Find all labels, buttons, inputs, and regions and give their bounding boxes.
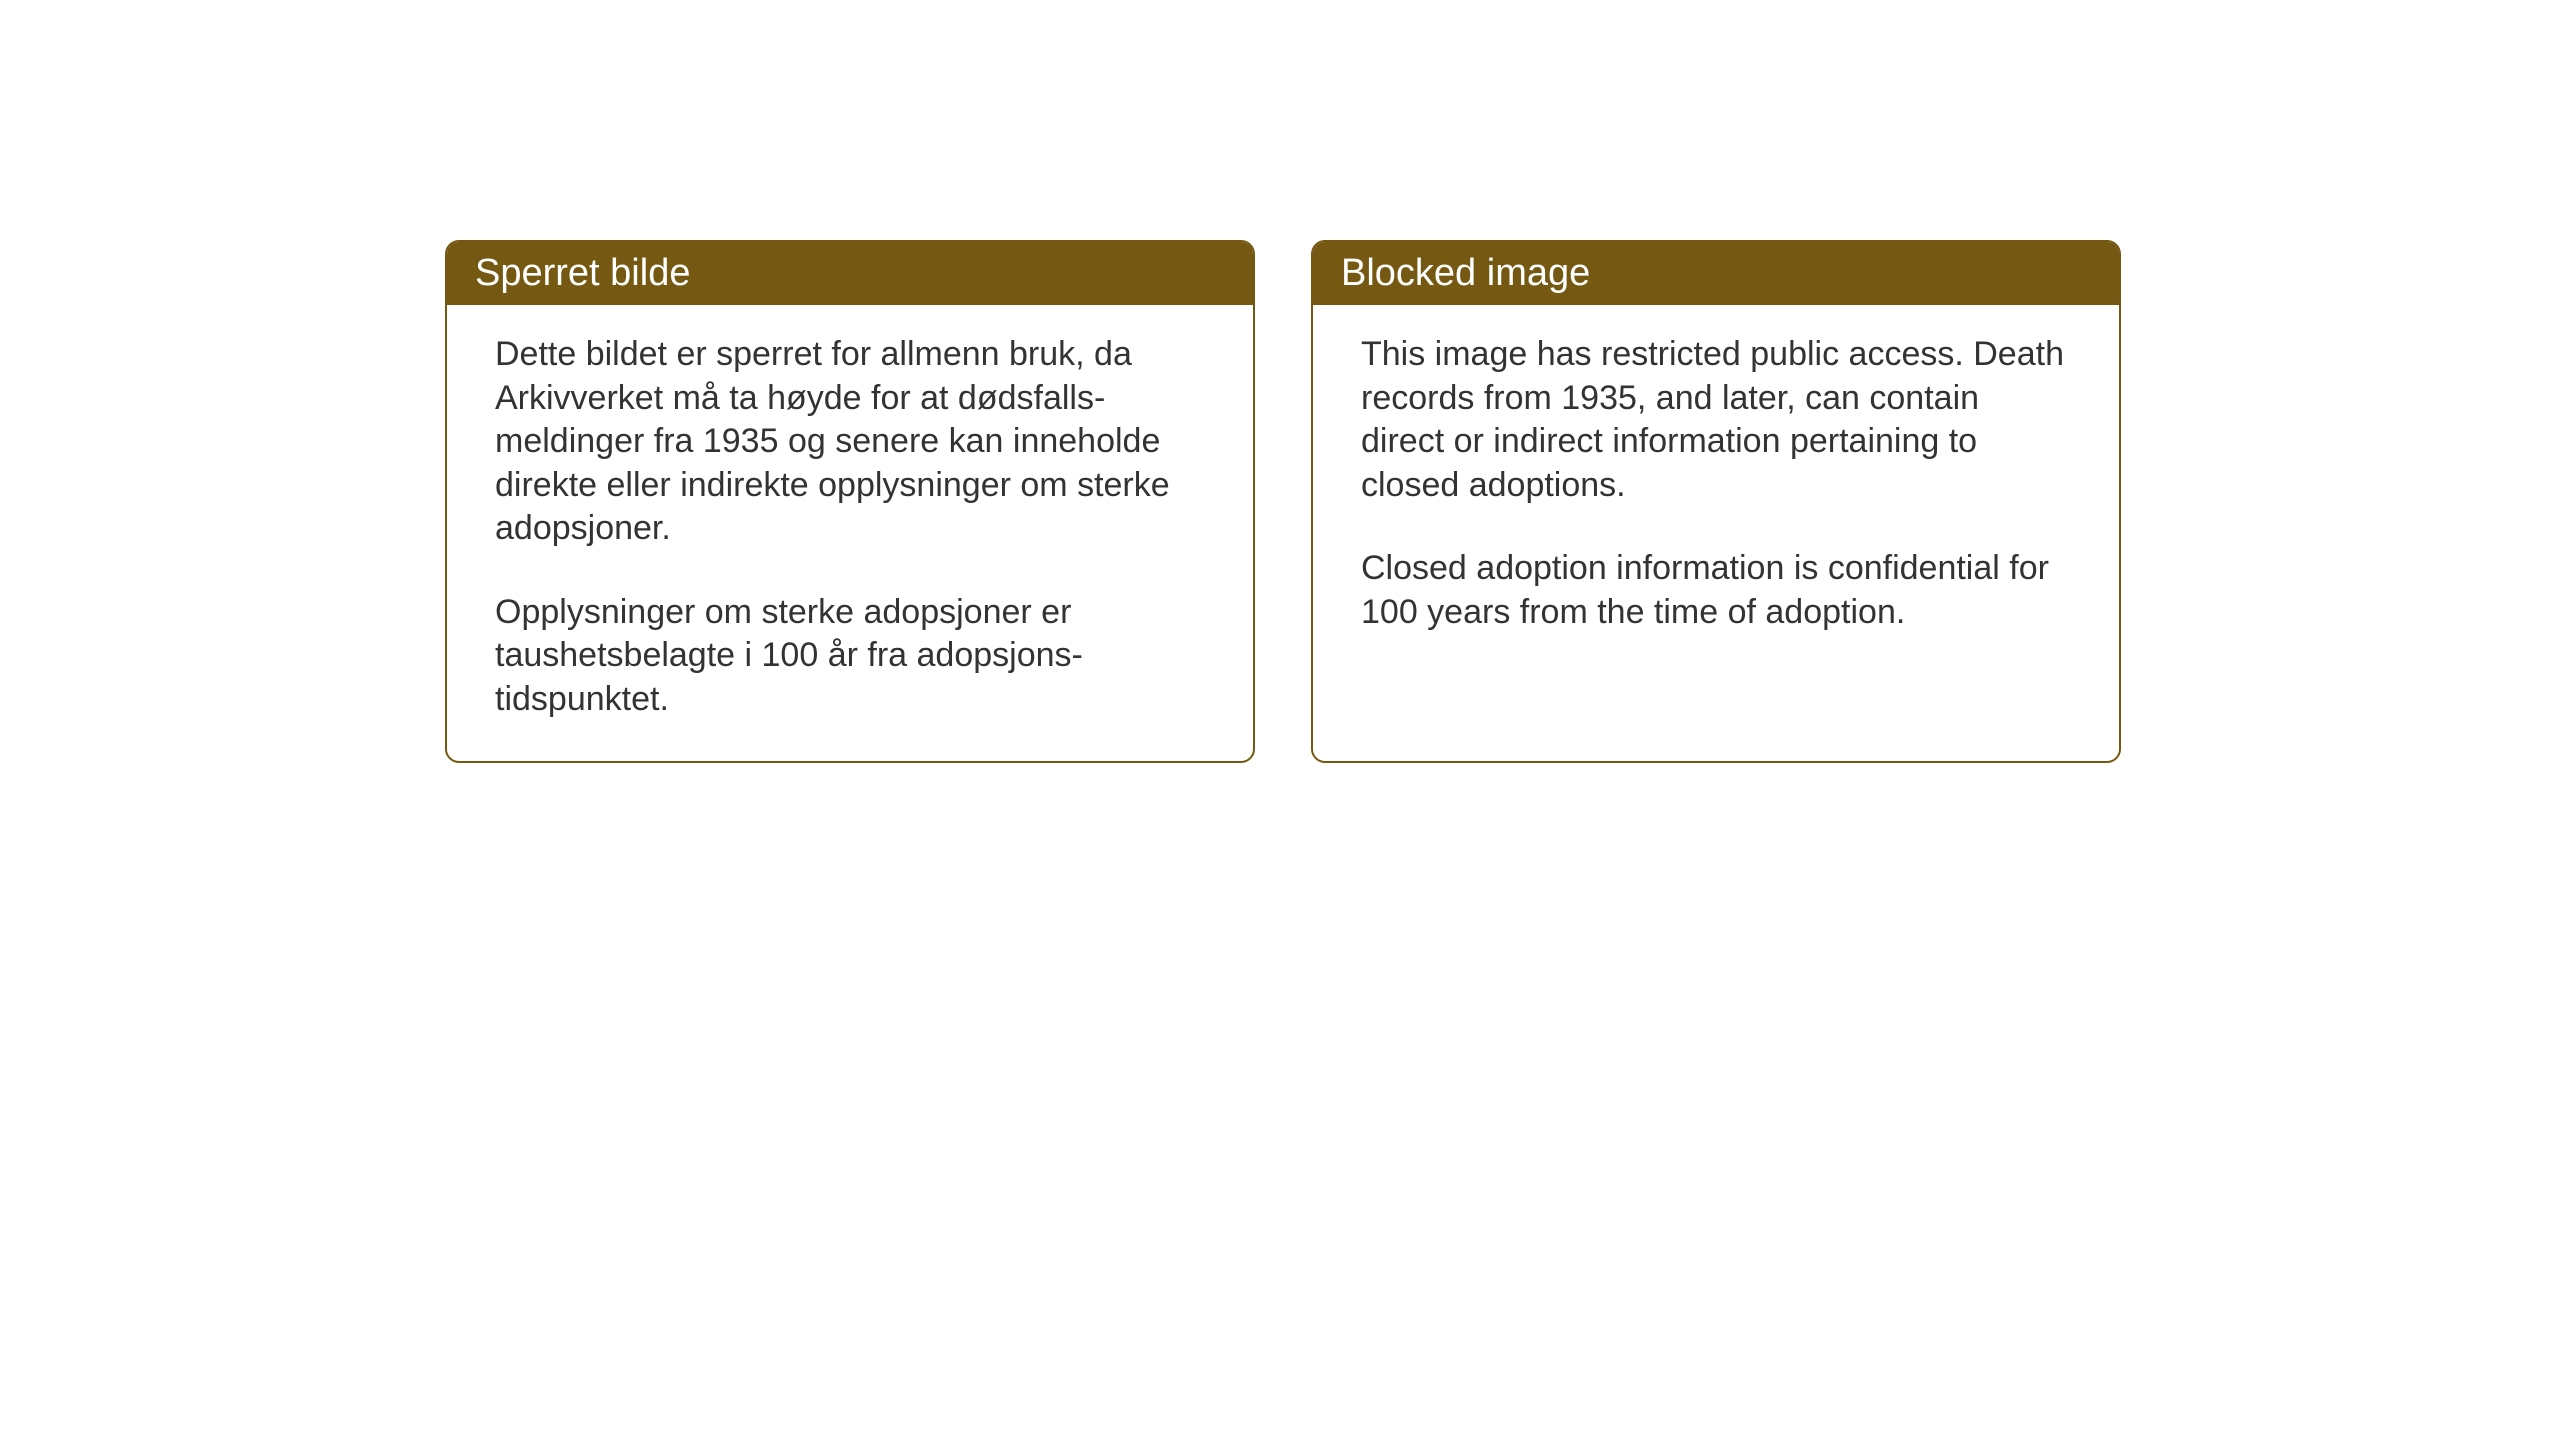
- notice-title-english: Blocked image: [1341, 252, 1590, 294]
- notice-title-norwegian: Sperret bilde: [475, 252, 690, 294]
- notice-body-english: This image has restricted public access.…: [1313, 305, 2119, 674]
- notices-container: Sperret bilde Dette bildet er sperret fo…: [445, 240, 2121, 763]
- notice-header-norwegian: Sperret bilde: [447, 242, 1253, 305]
- notice-header-english: Blocked image: [1313, 242, 2119, 305]
- notice-body-norwegian: Dette bildet er sperret for allmenn bruk…: [447, 305, 1253, 761]
- notice-paragraph-1-english: This image has restricted public access.…: [1361, 333, 2071, 507]
- notice-paragraph-2-norwegian: Opplysninger om sterke adopsjoner er tau…: [495, 591, 1205, 722]
- notice-box-norwegian: Sperret bilde Dette bildet er sperret fo…: [445, 240, 1255, 763]
- notice-paragraph-2-english: Closed adoption information is confident…: [1361, 547, 2071, 634]
- notice-paragraph-1-norwegian: Dette bildet er sperret for allmenn bruk…: [495, 333, 1205, 551]
- notice-box-english: Blocked image This image has restricted …: [1311, 240, 2121, 763]
